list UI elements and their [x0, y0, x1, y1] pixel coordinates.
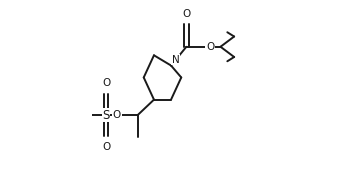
Text: O: O: [182, 9, 190, 19]
Text: O: O: [102, 142, 110, 152]
Text: O: O: [113, 110, 121, 120]
Text: N: N: [172, 55, 179, 65]
Text: O: O: [102, 78, 110, 88]
Text: S: S: [103, 109, 110, 121]
Text: O: O: [206, 42, 214, 52]
